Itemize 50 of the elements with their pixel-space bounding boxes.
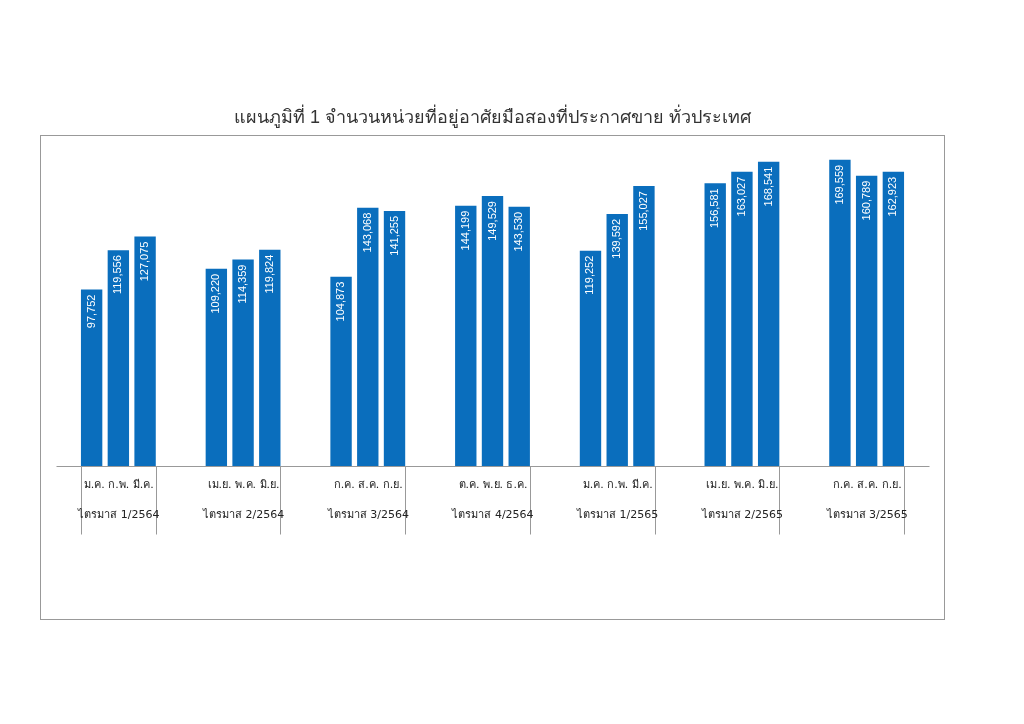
chart-title: แผนภูมิที่ 1 จำนวนหน่วยที่อยู่อาศัยมือสองที่ประกาศขาย ทั่วประเทศ (233, 103, 752, 130)
data-label: 127,075 (138, 241, 151, 282)
data-label: 155,027 (636, 191, 649, 231)
bar (757, 161, 780, 466)
bar (704, 183, 726, 466)
data-label: 149,529 (485, 201, 498, 241)
data-label: 104,873 (334, 281, 347, 322)
bar (829, 159, 851, 466)
data-label: 97,752 (84, 294, 97, 329)
data-label: 156,581 (708, 188, 721, 229)
category-label: ก.ค. ส.ค. ก.ย. ไตรมาส 3/2564 (327, 477, 409, 521)
bar (508, 206, 530, 466)
bar (330, 276, 352, 466)
data-label: 143,530 (512, 211, 525, 252)
bar (481, 196, 504, 466)
category-label: ต.ค. พ.ย. ธ.ค. ไตรมาส 4/2564 (452, 477, 534, 521)
data-label: 143,068 (360, 212, 373, 253)
bar (855, 175, 878, 466)
category-label: เม.ย. พ.ค. มิ.ย. ไตรมาส 2/2565 (701, 477, 784, 521)
bar (205, 268, 228, 466)
data-label: 163,027 (734, 176, 747, 217)
bar (731, 171, 753, 466)
data-label: 109,220 (209, 273, 222, 314)
data-label: 144,199 (458, 210, 471, 251)
data-label: 168,541 (761, 166, 774, 207)
bar (633, 186, 655, 466)
data-label: 139,592 (610, 218, 623, 259)
data-label: 119,556 (111, 255, 124, 295)
category-label: ม.ค. ก.พ. มี.ค. ไตรมาส 1/2564 (78, 477, 160, 521)
bar (259, 249, 281, 466)
category-label: ก.ค. ส.ค. ก.ย. ไตรมาส 3/2565 (826, 477, 908, 521)
bar (107, 250, 130, 466)
bar (134, 236, 156, 466)
bar (357, 207, 379, 466)
data-label: 119,824 (262, 254, 275, 294)
data-label: 169,559 (832, 164, 845, 205)
bar (232, 259, 254, 466)
bar (383, 210, 406, 466)
bar (882, 171, 905, 466)
bar (579, 250, 602, 466)
bar (455, 205, 477, 466)
bar (80, 289, 103, 466)
data-label: 160,789 (859, 180, 872, 221)
data-label: 141,255 (387, 215, 400, 256)
data-label: 114,359 (236, 264, 249, 304)
bar (606, 213, 628, 466)
category-label: เม.ย. พ.ค. มิ.ย. ไตรมาส 2/2564 (202, 477, 285, 521)
data-label: 119,252 (583, 255, 596, 295)
category-label: ม.ค. ก.พ. มี.ค. ไตรมาส 1/2565 (577, 477, 659, 521)
data-label: 162,923 (886, 176, 899, 217)
